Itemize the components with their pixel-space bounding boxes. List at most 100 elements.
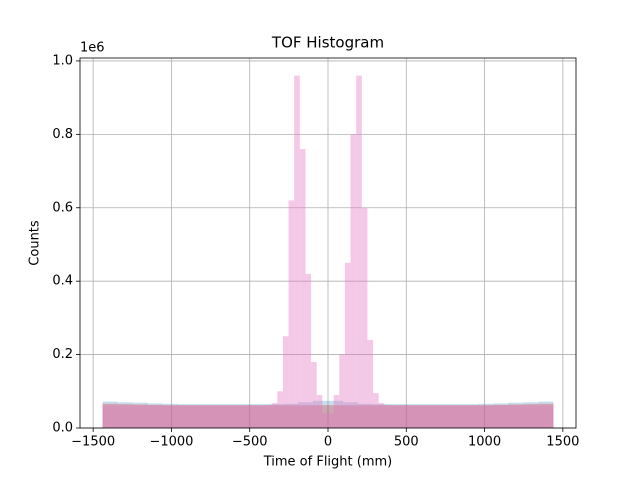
- histogram-bar: [547, 405, 554, 428]
- histogram-bar: [316, 394, 323, 428]
- histogram-bar: [322, 413, 328, 428]
- histogram-bar: [418, 405, 424, 428]
- y-tick-label: 0.0: [52, 421, 73, 436]
- histogram-bar: [502, 405, 509, 428]
- histogram-bar: [457, 405, 464, 428]
- histogram-bar: [215, 405, 221, 428]
- histogram-bar: [497, 405, 503, 428]
- histogram-bar: [271, 403, 278, 428]
- histogram-bar: [508, 405, 514, 428]
- histogram-bar: [485, 405, 492, 428]
- histogram-bar: [162, 405, 178, 428]
- y-tick-label: 0.2: [52, 347, 73, 362]
- histogram-bar: [350, 134, 357, 428]
- histogram-bar: [433, 405, 449, 428]
- histogram-bar: [294, 75, 300, 428]
- histogram-bar: [207, 405, 223, 428]
- histogram-bar: [136, 405, 142, 428]
- histogram-bar: [542, 405, 548, 428]
- histogram-bar: [378, 403, 385, 428]
- histogram-bar: [525, 405, 531, 428]
- histogram-bar: [170, 405, 176, 428]
- histogram-bar: [125, 405, 131, 428]
- histogram-bar: [491, 405, 498, 428]
- histogram-bar: [343, 402, 359, 428]
- histogram-bar: [222, 405, 238, 428]
- histogram-bar: [401, 405, 407, 428]
- histogram-bar: [463, 405, 479, 428]
- histogram-bar: [108, 405, 114, 428]
- histogram-bar: [305, 273, 312, 428]
- histogram-bar: [177, 405, 193, 428]
- x-tick-label: 0: [324, 435, 332, 450]
- histogram-bar: [440, 405, 447, 428]
- histogram-bar: [132, 402, 148, 428]
- histogram-bar: [403, 404, 419, 428]
- histogram-bar: [523, 404, 539, 428]
- histogram-bar: [356, 75, 362, 428]
- histogram-bar: [343, 405, 359, 428]
- histogram-bar: [328, 400, 344, 428]
- x-axis-label: Time of Flight (mm): [263, 455, 393, 470]
- histogram-bar: [117, 402, 133, 428]
- histogram-bar: [446, 405, 452, 428]
- histogram-bar: [367, 339, 374, 428]
- histogram-bar: [418, 405, 434, 428]
- histogram-bar: [187, 405, 193, 428]
- histogram-bar: [448, 404, 464, 428]
- histogram-bar: [452, 405, 458, 428]
- histogram-bar: [508, 404, 524, 428]
- histogram-bar: [429, 405, 436, 428]
- chart-title: TOF Histogram: [271, 34, 384, 52]
- histogram-bar: [433, 404, 449, 428]
- histogram-bar: [373, 404, 389, 428]
- histogram-bar: [328, 413, 334, 428]
- x-tick-label: −1000: [149, 435, 193, 450]
- histogram-bar: [312, 405, 328, 428]
- y-axis-label: Counts: [28, 220, 43, 266]
- histogram-bar: [209, 405, 216, 428]
- histogram-bar: [463, 404, 479, 428]
- histogram-bar: [519, 405, 526, 428]
- histogram-bar: [474, 405, 481, 428]
- plot-area: [80, 58, 576, 429]
- histogram-bar: [237, 405, 244, 428]
- histogram-bar: [418, 404, 434, 428]
- histogram-bar: [252, 405, 268, 428]
- histogram-bar: [102, 401, 118, 428]
- histogram-bar: [282, 403, 298, 428]
- histogram-bar: [536, 405, 543, 428]
- histogram-bar: [222, 404, 238, 428]
- x-tick-label: −500: [232, 435, 268, 450]
- histogram-bar: [113, 405, 120, 428]
- histogram-bar: [478, 403, 494, 428]
- histogram-bar: [130, 405, 137, 428]
- histogram-bar: [388, 405, 404, 428]
- histogram-bar: [390, 405, 396, 428]
- histogram-bar: [282, 405, 298, 428]
- histogram-bar: [147, 403, 163, 428]
- histogram-bar: [266, 404, 272, 428]
- x-tick-label: 1000: [468, 435, 501, 450]
- histogram-bar: [297, 402, 313, 428]
- histogram-bar: [267, 404, 283, 428]
- histogram-bar: [361, 207, 368, 428]
- histogram-bar: [142, 405, 148, 428]
- histogram-bar: [384, 404, 390, 428]
- histogram-bar: [358, 405, 374, 428]
- histogram-bar: [395, 405, 402, 428]
- histogram-bar: [267, 405, 283, 428]
- histogram-bar: [132, 404, 148, 428]
- histogram-bar: [328, 405, 344, 428]
- histogram-bar: [147, 404, 163, 428]
- histogram-bar: [463, 405, 469, 428]
- histogram-bar: [237, 405, 253, 428]
- histogram-bar: [530, 405, 537, 428]
- histogram-bar: [102, 403, 118, 428]
- histogram-bar: [102, 405, 109, 428]
- histogram-bar: [403, 405, 419, 428]
- histogram-bar: [423, 405, 430, 428]
- histogram-bar: [333, 394, 340, 428]
- histogram-bar: [288, 200, 295, 428]
